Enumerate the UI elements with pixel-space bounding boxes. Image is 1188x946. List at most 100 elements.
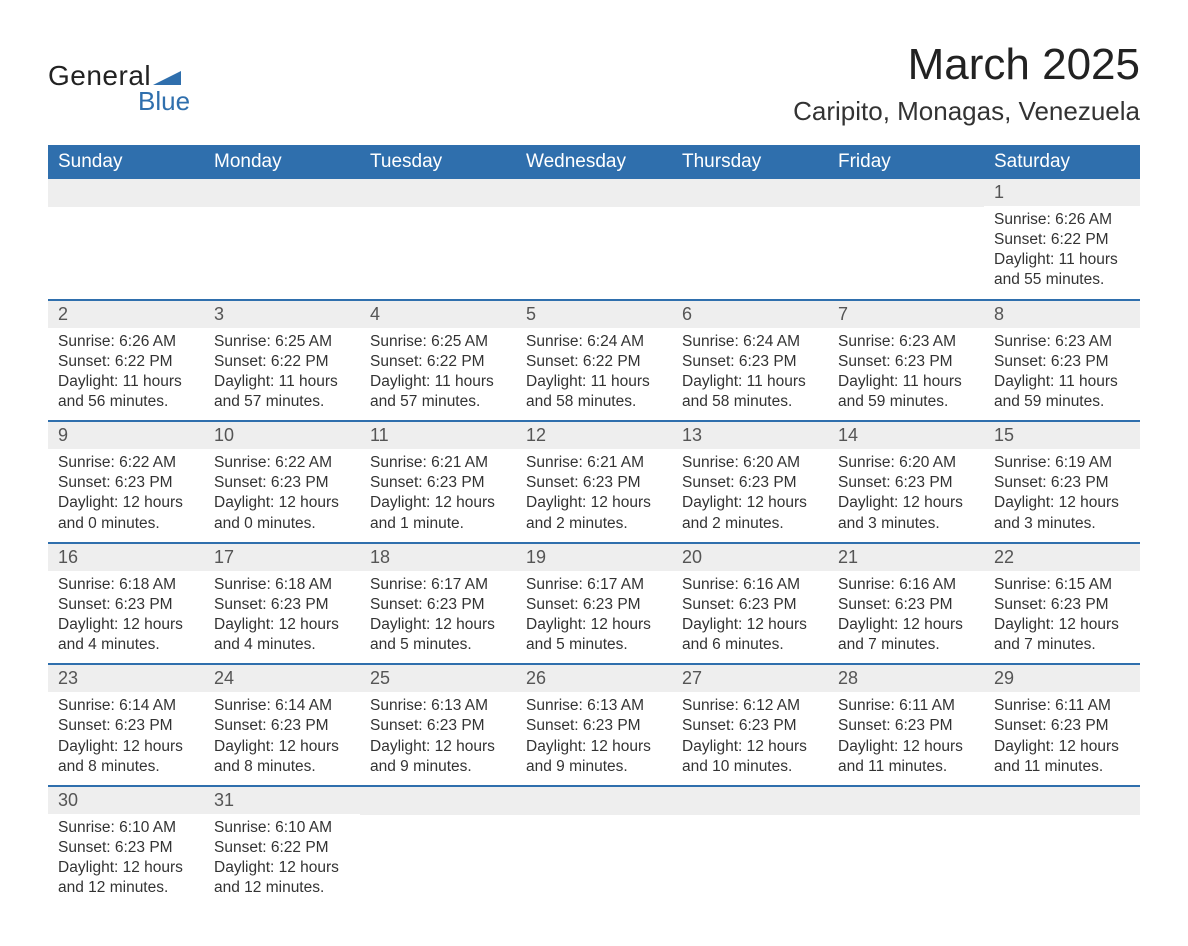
calendar-cell: 28Sunrise: 6:11 AMSunset: 6:23 PMDayligh…	[828, 664, 984, 786]
sunrise-text: Sunrise: 6:10 AM	[214, 818, 350, 838]
daylight-line2: and 1 minute.	[370, 514, 506, 534]
daylight-line1: Daylight: 11 hours	[214, 372, 350, 392]
sunrise-text: Sunrise: 6:26 AM	[994, 210, 1130, 230]
calendar-cell	[360, 179, 516, 300]
sunset-text: Sunset: 6:22 PM	[58, 352, 194, 372]
day-number: 24	[204, 665, 360, 692]
weekday-header: Sunday	[48, 145, 204, 179]
calendar-cell: 17Sunrise: 6:18 AMSunset: 6:23 PMDayligh…	[204, 543, 360, 665]
weekday-header: Thursday	[672, 145, 828, 179]
sunrise-text: Sunrise: 6:25 AM	[214, 332, 350, 352]
sunset-text: Sunset: 6:22 PM	[370, 352, 506, 372]
daylight-line2: and 57 minutes.	[214, 392, 350, 412]
day-details: Sunrise: 6:13 AMSunset: 6:23 PMDaylight:…	[516, 692, 672, 785]
sunrise-text: Sunrise: 6:16 AM	[838, 575, 974, 595]
day-details: Sunrise: 6:11 AMSunset: 6:23 PMDaylight:…	[984, 692, 1140, 785]
day-details: Sunrise: 6:24 AMSunset: 6:22 PMDaylight:…	[516, 328, 672, 421]
sunset-text: Sunset: 6:23 PM	[58, 595, 194, 615]
day-number: 22	[984, 544, 1140, 571]
sunrise-text: Sunrise: 6:11 AM	[994, 696, 1130, 716]
daylight-line1: Daylight: 12 hours	[214, 858, 350, 878]
daylight-line2: and 58 minutes.	[526, 392, 662, 412]
daylight-line1: Daylight: 11 hours	[994, 372, 1130, 392]
day-details: Sunrise: 6:23 AMSunset: 6:23 PMDaylight:…	[984, 328, 1140, 421]
daylight-line1: Daylight: 12 hours	[526, 493, 662, 513]
calendar-cell: 19Sunrise: 6:17 AMSunset: 6:23 PMDayligh…	[516, 543, 672, 665]
daylight-line1: Daylight: 12 hours	[682, 615, 818, 635]
sunrise-text: Sunrise: 6:16 AM	[682, 575, 818, 595]
calendar-cell: 6Sunrise: 6:24 AMSunset: 6:23 PMDaylight…	[672, 300, 828, 422]
day-number: 27	[672, 665, 828, 692]
day-number: 17	[204, 544, 360, 571]
calendar-cell: 24Sunrise: 6:14 AMSunset: 6:23 PMDayligh…	[204, 664, 360, 786]
sunrise-text: Sunrise: 6:17 AM	[370, 575, 506, 595]
calendar-cell: 20Sunrise: 6:16 AMSunset: 6:23 PMDayligh…	[672, 543, 828, 665]
day-number: 5	[516, 301, 672, 328]
daylight-line1: Daylight: 12 hours	[370, 615, 506, 635]
day-number: 21	[828, 544, 984, 571]
sunset-text: Sunset: 6:23 PM	[682, 595, 818, 615]
day-details: Sunrise: 6:18 AMSunset: 6:23 PMDaylight:…	[48, 571, 204, 664]
daylight-line2: and 9 minutes.	[370, 757, 506, 777]
day-number: 14	[828, 422, 984, 449]
daylight-line2: and 57 minutes.	[370, 392, 506, 412]
daylight-line2: and 9 minutes.	[526, 757, 662, 777]
daylight-line2: and 11 minutes.	[838, 757, 974, 777]
daylight-line1: Daylight: 12 hours	[58, 858, 194, 878]
day-number: 6	[672, 301, 828, 328]
daylight-line1: Daylight: 12 hours	[994, 493, 1130, 513]
sunset-text: Sunset: 6:23 PM	[838, 473, 974, 493]
day-number: 29	[984, 665, 1140, 692]
calendar-cell	[48, 179, 204, 300]
weekday-header: Friday	[828, 145, 984, 179]
day-details: Sunrise: 6:23 AMSunset: 6:23 PMDaylight:…	[828, 328, 984, 421]
daylight-line2: and 3 minutes.	[994, 514, 1130, 534]
day-number: 25	[360, 665, 516, 692]
calendar-cell: 13Sunrise: 6:20 AMSunset: 6:23 PMDayligh…	[672, 421, 828, 543]
weekday-header: Wednesday	[516, 145, 672, 179]
calendar-cell	[360, 786, 516, 907]
daylight-line2: and 59 minutes.	[838, 392, 974, 412]
calendar-cell: 18Sunrise: 6:17 AMSunset: 6:23 PMDayligh…	[360, 543, 516, 665]
sunset-text: Sunset: 6:23 PM	[58, 838, 194, 858]
day-details: Sunrise: 6:21 AMSunset: 6:23 PMDaylight:…	[360, 449, 516, 542]
sunset-text: Sunset: 6:22 PM	[214, 838, 350, 858]
day-number: 31	[204, 787, 360, 814]
day-details	[204, 207, 360, 297]
calendar-cell	[984, 786, 1140, 907]
calendar-cell: 2Sunrise: 6:26 AMSunset: 6:22 PMDaylight…	[48, 300, 204, 422]
day-number: 15	[984, 422, 1140, 449]
daylight-line1: Daylight: 12 hours	[526, 737, 662, 757]
calendar-cell: 8Sunrise: 6:23 AMSunset: 6:23 PMDaylight…	[984, 300, 1140, 422]
day-details: Sunrise: 6:21 AMSunset: 6:23 PMDaylight:…	[516, 449, 672, 542]
daylight-line1: Daylight: 12 hours	[58, 493, 194, 513]
day-details: Sunrise: 6:14 AMSunset: 6:23 PMDaylight:…	[204, 692, 360, 785]
daylight-line1: Daylight: 12 hours	[682, 737, 818, 757]
calendar-cell: 7Sunrise: 6:23 AMSunset: 6:23 PMDaylight…	[828, 300, 984, 422]
sunset-text: Sunset: 6:23 PM	[370, 473, 506, 493]
day-details: Sunrise: 6:18 AMSunset: 6:23 PMDaylight:…	[204, 571, 360, 664]
day-number: 7	[828, 301, 984, 328]
calendar-table: Sunday Monday Tuesday Wednesday Thursday…	[48, 145, 1140, 906]
daylight-line1: Daylight: 12 hours	[214, 615, 350, 635]
sunrise-text: Sunrise: 6:11 AM	[838, 696, 974, 716]
daylight-line2: and 0 minutes.	[58, 514, 194, 534]
daylight-line2: and 8 minutes.	[58, 757, 194, 777]
day-number	[360, 179, 516, 207]
day-details	[360, 207, 516, 297]
day-details: Sunrise: 6:24 AMSunset: 6:23 PMDaylight:…	[672, 328, 828, 421]
sunset-text: Sunset: 6:23 PM	[994, 352, 1130, 372]
day-number	[984, 787, 1140, 815]
calendar-cell: 14Sunrise: 6:20 AMSunset: 6:23 PMDayligh…	[828, 421, 984, 543]
calendar-cell: 30Sunrise: 6:10 AMSunset: 6:23 PMDayligh…	[48, 786, 204, 907]
day-number: 28	[828, 665, 984, 692]
sunset-text: Sunset: 6:23 PM	[526, 716, 662, 736]
sunrise-text: Sunrise: 6:23 AM	[838, 332, 974, 352]
sunrise-text: Sunrise: 6:14 AM	[58, 696, 194, 716]
daylight-line1: Daylight: 11 hours	[994, 250, 1130, 270]
daylight-line1: Daylight: 12 hours	[994, 615, 1130, 635]
day-details: Sunrise: 6:16 AMSunset: 6:23 PMDaylight:…	[672, 571, 828, 664]
day-details: Sunrise: 6:22 AMSunset: 6:23 PMDaylight:…	[48, 449, 204, 542]
sunset-text: Sunset: 6:23 PM	[58, 473, 194, 493]
sunset-text: Sunset: 6:22 PM	[526, 352, 662, 372]
